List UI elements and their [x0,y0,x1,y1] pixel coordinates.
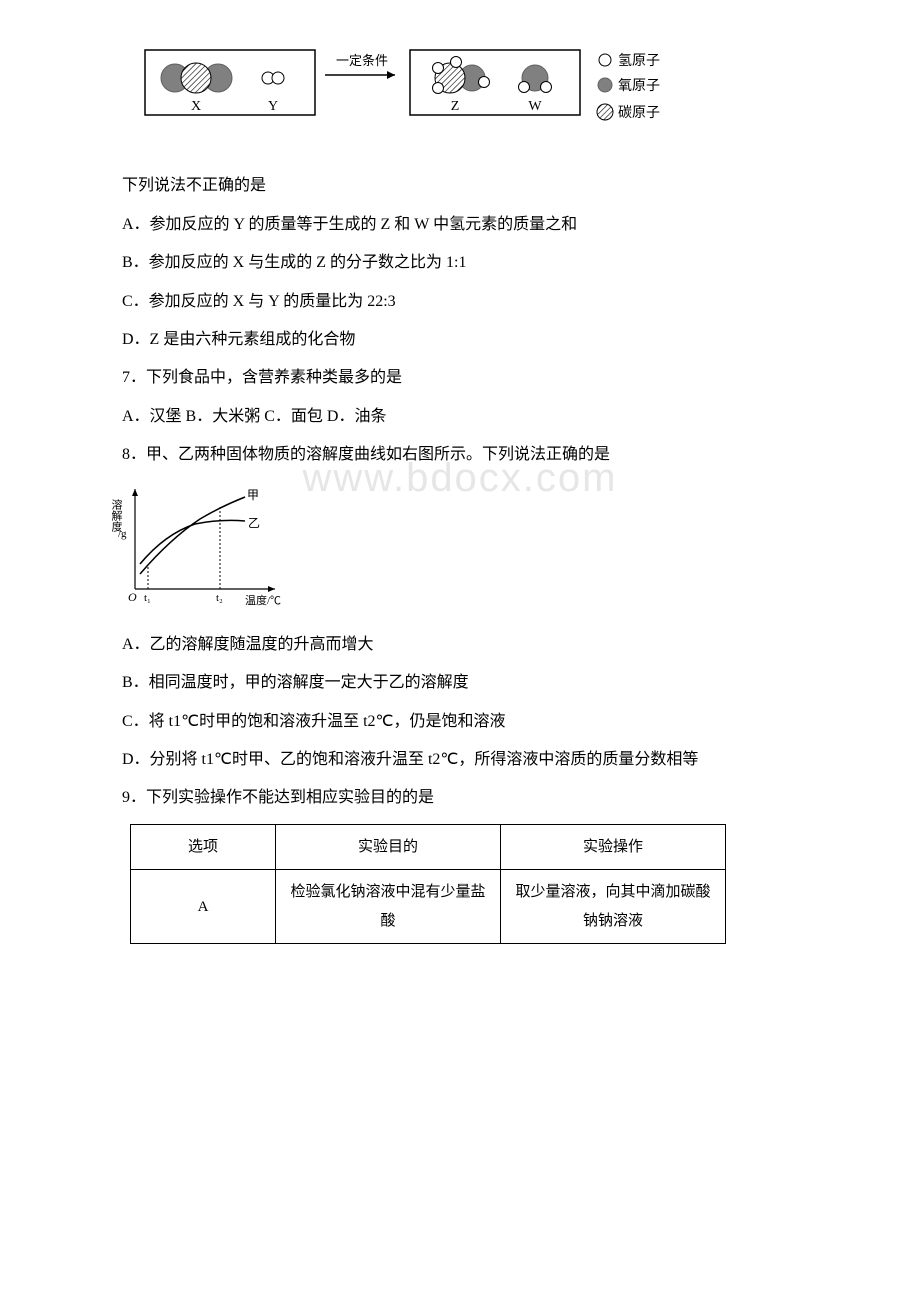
q7-stem: 7．下列食品中，含营养素种类最多的是 [90,363,830,393]
q6-stem: 下列说法不正确的是 [90,171,830,201]
arrow-label: 一定条件 [336,53,388,68]
legend-o: 氧原子 [618,78,660,94]
table-row: A 检验氯化钠溶液中混有少量盐酸 取少量溶液，向其中滴加碳酸钠钠溶液 [131,870,726,944]
q7-options: A．汉堡 B．大米粥 C．面包 D．油条 [90,402,830,432]
q9-rowA-c3: 取少量溶液，向其中滴加碳酸钠钠溶液 [501,870,726,944]
q9-stem: 9．下列实验操作不能达到相应实验目的的是 [90,783,830,813]
graph-xlabel: 温度/℃ [245,593,281,607]
label-y: Y [268,99,278,114]
curve-jia: 甲 [247,488,259,502]
q8-option-d: D．分别将 t1℃时甲、乙的饱和溶液升温至 t2℃，所得溶液中溶质的质量分数相等 [90,745,830,775]
q6-option-a: A．参加反应的 Y 的质量等于生成的 Z 和 W 中氢元素的质量之和 [90,210,830,240]
table-row: 选项 实验目的 实验操作 [131,824,726,870]
q8-option-c: C．将 t1℃时甲的饱和溶液升温至 t2℃，仍是饱和溶液 [90,707,830,737]
legend-c: 碳原子 [618,105,660,121]
label-z: Z [451,99,460,114]
graph-t1: t₁ [144,592,151,604]
q9-header-c3: 实验操作 [501,824,726,870]
q9-table: 选项 实验目的 实验操作 A 检验氯化钠溶液中混有少量盐酸 取少量溶液，向其中滴… [130,824,726,945]
q8-option-b: B．相同温度时，甲的溶解度一定大于乙的溶解度 [90,668,830,698]
graph-t2: t₂ [216,592,223,604]
graph-ylabel2: /g [118,528,127,540]
curve-yi: 乙 [248,516,260,530]
q9-header-c2: 实验目的 [276,824,501,870]
q9-rowA-c2: 检验氯化钠溶液中混有少量盐酸 [276,870,501,944]
q8-stem: 8．甲、乙两种固体物质的溶解度曲线如右图所示。下列说法正确的是 [90,440,830,470]
reaction-diagram: X Y 一定条件 Z W 氢原子 氧原子 碳原子 [140,40,830,151]
q6-option-d: D．Z 是由六种元素组成的化合物 [90,325,830,355]
q9-rowA-c1: A [131,870,276,944]
q6-option-b: B．参加反应的 X 与生成的 Z 的分子数之比为 1:1 [90,248,830,278]
label-w: W [528,99,542,114]
q9-header-c1: 选项 [131,824,276,870]
graph-origin: O [128,590,137,604]
solubility-graph: 溶解度 /g 温度/℃ O 甲 乙 t₁ t₂ [110,479,830,620]
label-x: X [191,99,201,114]
q8-option-a: A．乙的溶解度随温度的升高而增大 [90,630,830,660]
q6-option-c: C．参加反应的 X 与 Y 的质量比为 22:3 [90,287,830,317]
legend-h: 氢原子 [618,53,660,69]
